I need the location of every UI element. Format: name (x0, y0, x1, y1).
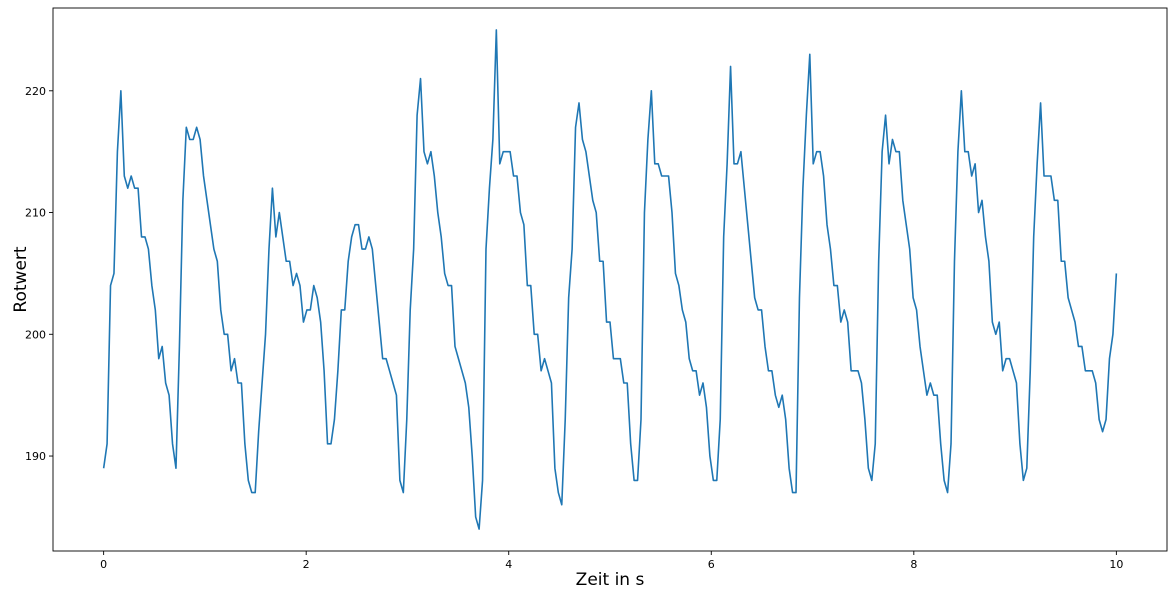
y-tick-label: 220 (25, 85, 46, 98)
x-tick-label: 10 (1109, 558, 1123, 571)
y-tick-label: 190 (25, 450, 46, 463)
series-line-rotwert (102, 29, 1118, 530)
x-tick-label: 2 (303, 558, 310, 571)
x-axis: 0 2 4 6 8 10 (100, 551, 1123, 571)
x-tick-label: 0 (100, 558, 107, 571)
y-tick-label: 200 (25, 328, 46, 341)
plot-area (102, 29, 1118, 530)
y-tick-label: 210 (25, 207, 46, 220)
y-axis: 190 200 210 220 (25, 85, 53, 463)
x-axis-label: Zeit in s (576, 570, 645, 590)
plot-frame (52, 7, 1168, 552)
x-tick-label: 4 (505, 558, 512, 571)
x-tick-label: 6 (708, 558, 715, 571)
x-tick-label: 8 (910, 558, 917, 571)
y-axis-label: Rotwert (11, 246, 31, 312)
